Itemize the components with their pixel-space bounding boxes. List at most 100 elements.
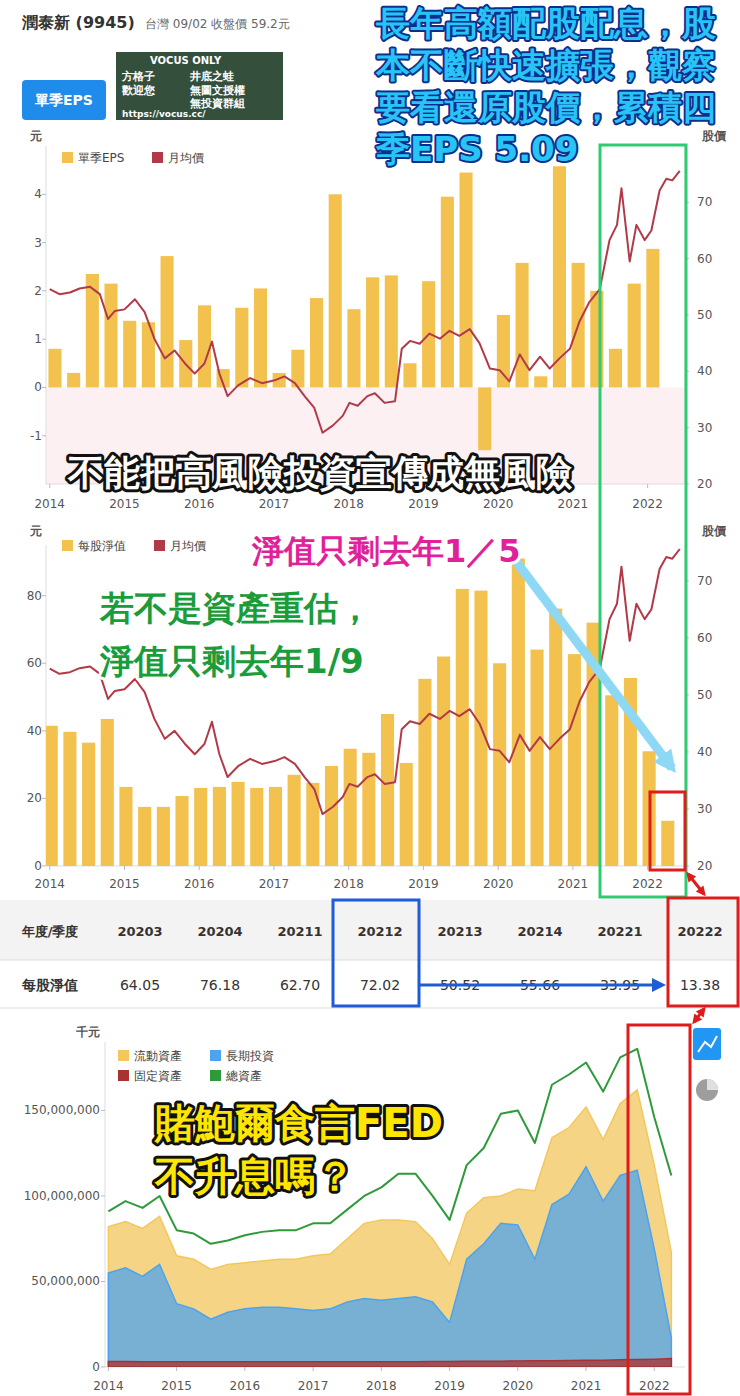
y-axis-line	[46, 146, 47, 484]
x-tick-label: 2014	[34, 877, 65, 891]
annotation: 季EPS 5.09	[375, 129, 578, 169]
x-tick-label: 2014	[93, 1379, 124, 1393]
y-tick-label: 40	[27, 724, 42, 738]
bar	[161, 256, 174, 387]
x-tick	[313, 1367, 314, 1371]
x-tick	[124, 866, 125, 870]
bar	[441, 197, 454, 388]
arrow-head	[652, 978, 666, 992]
chart-icon-glyph	[698, 1036, 717, 1052]
watermark-text: VOCUS ONLY	[150, 55, 222, 66]
table-cell: 62.70	[280, 977, 320, 993]
bar	[530, 650, 543, 866]
page-subtitle: 台灣 09/02 收盤價 59.2元	[145, 17, 290, 31]
bar	[497, 315, 510, 387]
legend-swatch	[62, 152, 73, 163]
x-tick-label: 2016	[184, 497, 215, 511]
bar	[456, 589, 469, 866]
line	[50, 171, 680, 433]
y2-tick-label: 20	[697, 859, 712, 873]
y-tick-label: 1	[34, 332, 42, 346]
table-rule	[0, 960, 740, 961]
x-tick-label: 2016	[230, 1379, 261, 1393]
legend-label: 流動資產	[134, 1049, 182, 1063]
x-tick-label: 2019	[408, 877, 439, 891]
y-tick-label: 100,000,000	[24, 1189, 100, 1203]
x-tick	[348, 866, 349, 870]
annotation: 淨值只剩去年1／5	[251, 532, 521, 570]
table-header-cell: 20221	[597, 924, 642, 939]
y-tick-label: 150,000,000	[24, 1103, 100, 1117]
highlight-box	[668, 898, 738, 1006]
x-tick-label: 2018	[333, 877, 364, 891]
watermark-text: https://vocus.cc/	[122, 109, 206, 119]
legend-label: 每股淨值	[78, 539, 126, 553]
bar	[310, 298, 323, 387]
x-tick-label: 2019	[408, 497, 439, 511]
bar	[605, 695, 618, 866]
y-tick-label: 50,000,000	[31, 1274, 100, 1288]
bar	[325, 766, 338, 866]
legend-label: 長期投資	[226, 1049, 274, 1063]
table-header-cell: 20204	[197, 924, 242, 939]
table-cell: 76.18	[200, 977, 240, 993]
legend-swatch	[154, 540, 165, 551]
x-tick	[517, 1367, 518, 1371]
page-title: 潤泰新 (9945)	[21, 13, 135, 32]
watermark-text: 方格子	[121, 70, 155, 83]
y-tick	[101, 1110, 105, 1111]
x-tick-label: 2020	[503, 1379, 534, 1393]
y2-tick-label: 40	[697, 745, 712, 759]
bar	[63, 732, 76, 866]
y2-tick-label: 70	[697, 574, 712, 588]
x-tick	[381, 1367, 382, 1371]
tab-button[interactable]	[22, 80, 106, 120]
y-tick	[42, 435, 46, 436]
y2-tick-label: 60	[697, 252, 712, 266]
watermark-text: 井底之蛙	[189, 70, 234, 83]
x-tick	[273, 866, 274, 870]
x-tick-label: 2015	[109, 497, 140, 511]
pie-icon[interactable]	[696, 1079, 718, 1101]
pie-icon-glyph	[707, 1079, 718, 1090]
x-tick-label: 2017	[259, 877, 290, 891]
arrow	[420, 984, 662, 987]
table-rule	[0, 1008, 740, 1009]
legend-swatch	[210, 1050, 221, 1061]
line	[50, 549, 680, 814]
tab-label[interactable]: 單季EPS	[34, 92, 93, 108]
bar	[235, 308, 248, 388]
y2-tick-label: 40	[697, 364, 712, 378]
x-tick-label: 2020	[483, 877, 514, 891]
arrow-head	[686, 872, 696, 883]
table-header-cell: 20214	[517, 924, 562, 939]
bar	[609, 349, 622, 388]
bar	[516, 263, 529, 388]
x-tick-label: 2021	[558, 497, 589, 511]
table-header-cell: 20212	[357, 924, 402, 939]
y2-tick-label: 30	[697, 421, 712, 435]
y-tick-label: -1	[30, 429, 42, 443]
legend-swatch	[152, 152, 163, 163]
bar	[400, 763, 413, 866]
x-tick-label: 2022	[632, 497, 663, 511]
x-tick	[449, 1367, 450, 1371]
annotation: 不能把高風險投資宣傳成無風險	[67, 452, 572, 493]
arrow-head	[696, 1007, 706, 1018]
bar	[232, 782, 245, 866]
plot-marks	[108, 1049, 671, 1367]
x-tick	[244, 1367, 245, 1371]
watermark-text: 無圖文授權	[189, 84, 245, 97]
bar	[478, 387, 491, 450]
x-tick	[49, 484, 50, 488]
chart-icon[interactable]	[693, 1028, 721, 1060]
table-header-cell: 20203	[117, 924, 162, 939]
table-header-cell: 年度/季度	[21, 924, 79, 939]
y2-tick-label: 60	[697, 631, 712, 645]
legend-label: 月均價	[170, 539, 206, 553]
bar	[344, 749, 357, 866]
x-tick-label: 2015	[161, 1379, 192, 1393]
x-tick	[647, 866, 648, 870]
x-tick	[586, 1367, 587, 1371]
annotation: 不升息嗎？	[154, 1153, 355, 1199]
